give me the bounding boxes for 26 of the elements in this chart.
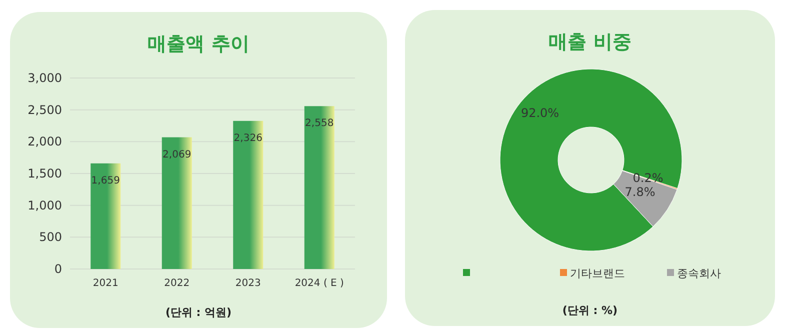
y-tick-label: 2,500 [28,102,62,117]
bar [233,120,264,269]
x-tick-label: 2023 [235,278,261,289]
y-tick-label: 500 [39,230,62,244]
bar [162,137,192,269]
text: (단위 : 억원) [165,306,232,319]
text: (단위 : %) [562,304,618,317]
y-tick-label: 1,500 [28,166,62,180]
chart-title: 매출액 추이 [148,33,250,55]
data-label: 92.0% [520,106,560,120]
bar [304,106,334,269]
donut-slice [613,170,678,227]
legend-label: 기타브랜드 [570,267,625,280]
data-label: 0.2% [632,171,664,185]
x-tick-label: 2021 [92,278,118,289]
x-tick-label: 2024 ( E ) [294,278,344,289]
y-tick-label: 0 [54,262,62,276]
legend-label: 종속회사 [677,267,721,280]
y-tick-label: 3,000 [28,71,62,85]
y-tick-label: 2,000 [28,134,62,149]
bar [90,163,121,269]
donut-slice [500,68,682,252]
data-label: 7.8% [624,185,656,199]
x-tick-label: 2022 [164,278,190,289]
chart-title: 매출 비중 [548,31,632,53]
y-tick-label: 1,000 [28,198,62,212]
